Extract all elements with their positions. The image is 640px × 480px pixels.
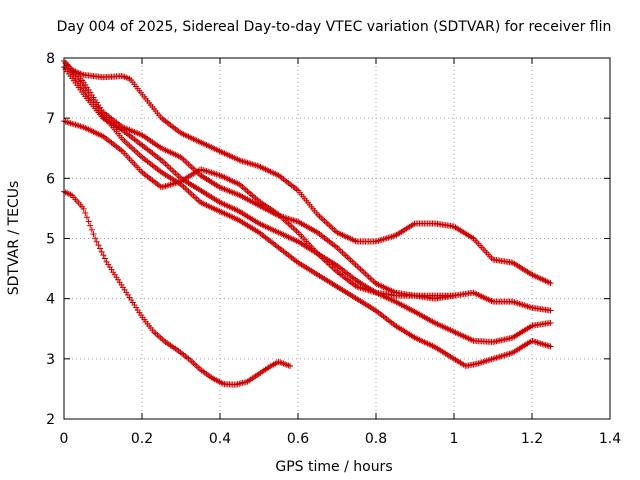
data-point: [88, 226, 95, 233]
data-point: [82, 210, 89, 217]
x-tick-label: 0: [60, 431, 69, 447]
x-tick-label: 1.4: [599, 431, 621, 447]
data-point: [100, 252, 107, 259]
y-tick-label: 2: [46, 412, 55, 428]
data-point: [80, 205, 87, 212]
x-tick-label: 1: [450, 431, 459, 447]
data-point: [101, 255, 108, 262]
x-axis-label: GPS time / hours: [275, 459, 392, 475]
series-s2: [61, 118, 457, 299]
data-point: [547, 319, 554, 326]
x-tick-label: 0.4: [209, 431, 231, 447]
data-point: [93, 238, 100, 245]
data-point: [547, 280, 554, 287]
data-point: [287, 362, 294, 369]
x-tick-label: 1.2: [521, 431, 543, 447]
axis-ticks: 0 0.2 0.4 0.6 0.8 1 1.2 1.4 2 3 4 5 6 7 8: [46, 51, 621, 447]
data-point: [92, 235, 99, 242]
series-s3: [61, 58, 554, 369]
series-s4: [61, 64, 554, 345]
data-point: [98, 248, 105, 255]
y-tick-label: 3: [46, 352, 55, 368]
data-point: [83, 214, 90, 221]
chart-title: Day 004 of 2025, Sidereal Day-to-day VTE…: [57, 19, 612, 35]
series-s5: [61, 58, 554, 314]
data-point: [87, 222, 94, 229]
y-tick-label: 6: [46, 171, 55, 187]
series-s6: [61, 64, 554, 287]
data-point: [85, 218, 92, 225]
data-point: [90, 231, 97, 238]
data-series: [61, 58, 554, 388]
y-tick-label: 4: [46, 292, 55, 308]
x-tick-label: 0.8: [365, 431, 387, 447]
x-tick-label: 0.2: [131, 431, 153, 447]
y-axis-label: SDTVAR / TECUs: [6, 181, 22, 296]
data-point: [547, 343, 554, 350]
data-point: [95, 242, 102, 249]
y-tick-label: 8: [46, 51, 55, 67]
grid: [64, 58, 610, 419]
series-s1: [61, 188, 294, 388]
plot-frame: [63, 57, 611, 420]
data-point: [547, 307, 554, 314]
y-tick-label: 5: [46, 232, 55, 248]
data-point: [97, 245, 104, 252]
y-tick-label: 7: [46, 111, 55, 127]
x-tick-label: 0.6: [287, 431, 309, 447]
